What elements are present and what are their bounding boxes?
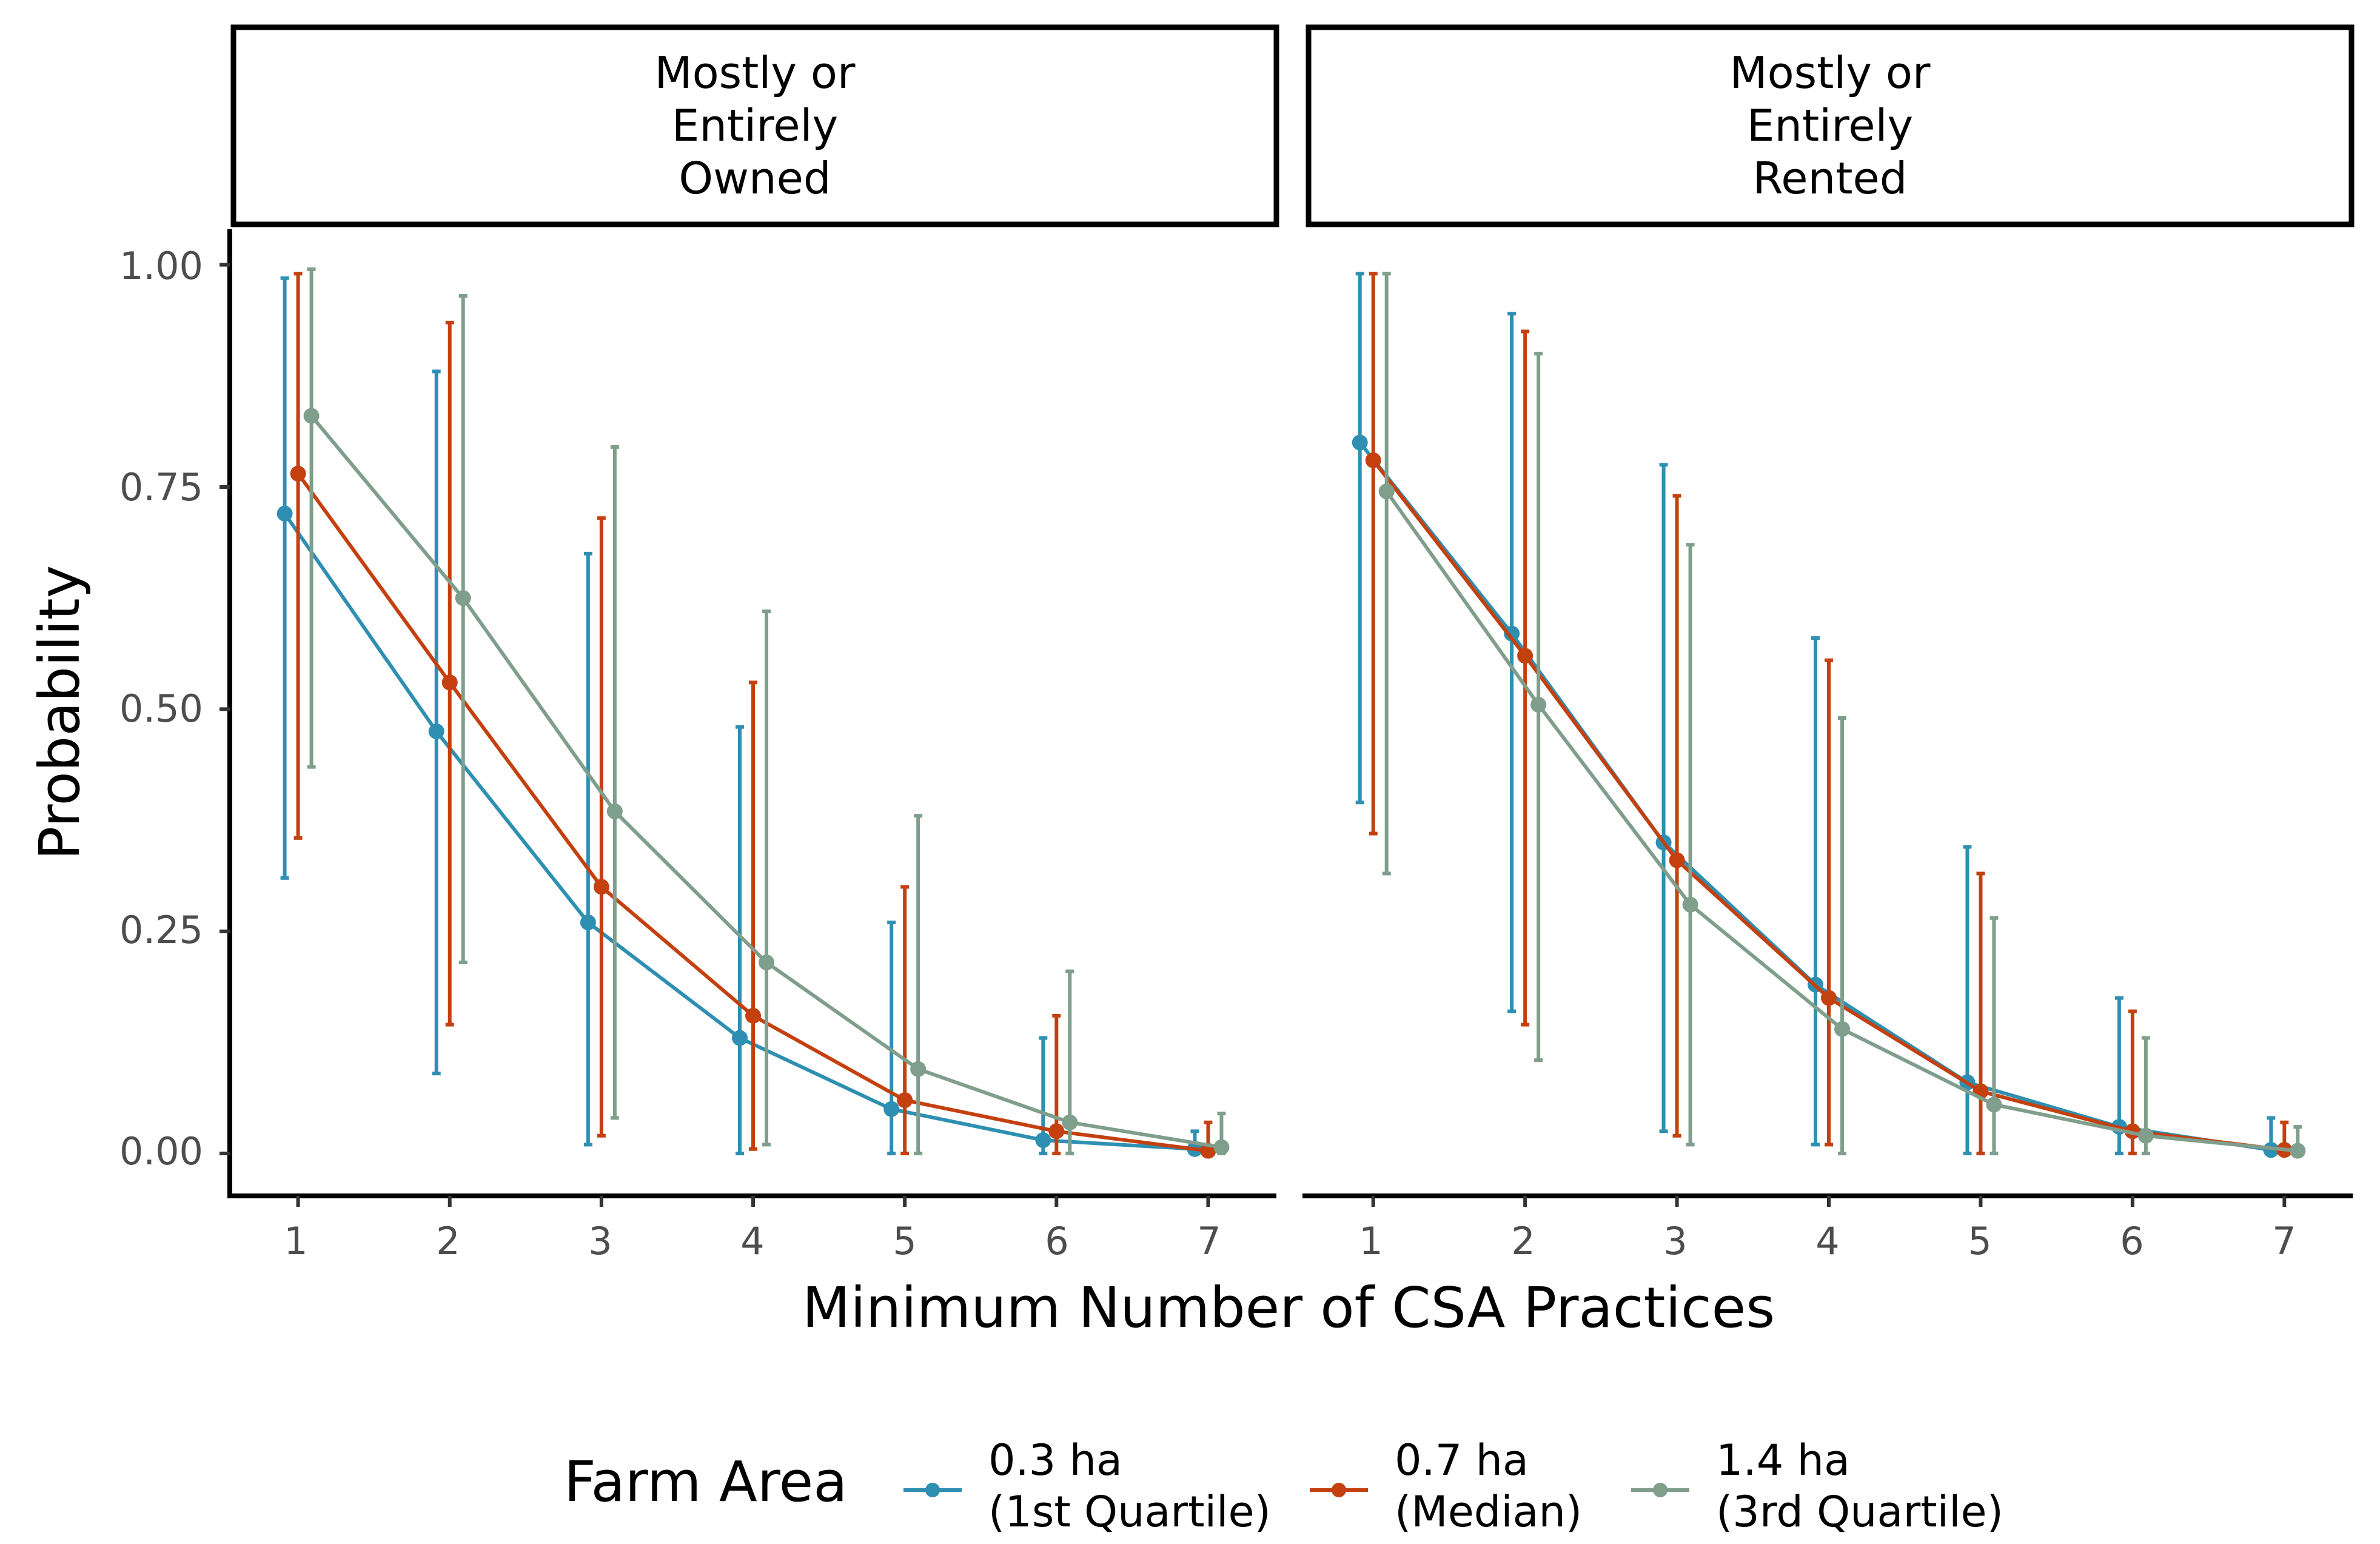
legend-key-point-2 — [1653, 1483, 1668, 1497]
strip-owned-line-1: Mostly or — [654, 47, 855, 98]
x-tick-label-owned-3: 3 — [588, 1219, 612, 1263]
x-tick-label-rented-1: 1 — [1359, 1219, 1383, 1263]
point-owned-s2-x6 — [1062, 1114, 1078, 1130]
point-rented-s2-x7 — [2290, 1143, 2306, 1159]
point-owned-s1-x6 — [1048, 1123, 1065, 1140]
point-owned-s1-x1 — [290, 465, 306, 482]
y-tick-label-050: 0.50 — [119, 686, 203, 731]
strip-owned-line-2: Entirely — [672, 100, 838, 151]
y-tick-label-000: 0.00 — [119, 1129, 203, 1173]
panel-owned: Mostly or Entirely Owned 1.00 0.75 0.50 … — [119, 24, 1279, 1263]
x-tick-label-rented-6: 6 — [2120, 1219, 2144, 1263]
point-owned-s2-x1 — [303, 408, 320, 424]
x-tick-label-owned-2: 2 — [436, 1219, 460, 1263]
point-owned-s0-x2 — [428, 723, 444, 739]
legend-label-2-line-2: (3rd Quartile) — [1716, 1487, 2003, 1537]
legend-label-1-line-1: 0.7 ha — [1395, 1435, 1529, 1485]
x-tick-label-owned-7: 7 — [1197, 1219, 1221, 1263]
x-tick-label-owned-1: 1 — [284, 1219, 307, 1263]
x-tick-label-owned-5: 5 — [893, 1219, 916, 1263]
point-rented-s2-x3 — [1682, 896, 1698, 913]
x-tick-label-owned-4: 4 — [740, 1219, 764, 1263]
legend-title: Farm Area — [564, 1449, 848, 1514]
legend-keys — [903, 1483, 1689, 1497]
y-tick-label-025: 0.25 — [119, 908, 203, 952]
strip-owned-line-3: Owned — [679, 153, 831, 204]
x-ticks-rented: 1 2 3 4 5 6 7 — [1359, 1196, 2296, 1263]
point-rented-s2-x1 — [1378, 483, 1395, 500]
point-owned-s2-x5 — [910, 1061, 927, 1077]
strip-rented-line-2: Entirely — [1747, 100, 1913, 151]
point-rented-s1-x2 — [1517, 648, 1534, 664]
y-ticks-owned: 1.00 0.75 0.50 0.25 0.00 — [119, 244, 230, 1173]
legend-label-0-line-2: (1st Quartile) — [988, 1487, 1271, 1537]
point-owned-s1-x3 — [593, 879, 609, 895]
point-rented-s2-x2 — [1530, 697, 1547, 713]
point-owned-s1-x5 — [897, 1092, 913, 1109]
point-owned-s0-x4 — [732, 1030, 748, 1046]
legend-label-2-line-1: 1.4 ha — [1716, 1435, 1850, 1485]
x-tick-label-rented-2: 2 — [1511, 1219, 1535, 1263]
point-rented-s2-x6 — [2137, 1127, 2154, 1144]
point-rented-s1-x3 — [1669, 852, 1685, 868]
x-axis-title: Minimum Number of CSA Practices — [802, 1275, 1775, 1340]
legend-key-point-1 — [1332, 1483, 1346, 1497]
strip-rented-box — [1306, 24, 2355, 227]
x-tick-label-rented-3: 3 — [1663, 1219, 1687, 1263]
point-owned-s0-x1 — [277, 505, 293, 522]
point-owned-s1-x2 — [441, 674, 458, 691]
point-rented-s2-x4 — [1834, 1021, 1850, 1037]
point-owned-s0-x6 — [1035, 1132, 1051, 1149]
x-ticks-owned: 1 2 3 4 5 6 7 — [284, 1196, 1221, 1263]
point-owned-s1-x4 — [745, 1007, 761, 1024]
point-owned-s2-x7 — [1213, 1139, 1230, 1155]
y-axis-title: Probability — [27, 565, 92, 860]
legend-label-1-line-2: (Median) — [1395, 1487, 1582, 1537]
point-rented-s2-x5 — [1986, 1096, 2002, 1113]
legend-key-point-0 — [925, 1483, 940, 1497]
y-tick-label-075: 0.75 — [119, 465, 203, 509]
marks-owned — [277, 267, 1230, 1159]
x-tick-label-rented-5: 5 — [1968, 1219, 1991, 1263]
point-rented-s1-x4 — [1821, 990, 1837, 1006]
legend: Farm Area 0.3 ha (1st Quartile) 0.7 ha (… — [564, 1435, 2003, 1537]
legend-label-0-line-1: 0.3 ha — [988, 1435, 1122, 1485]
marks-rented — [1352, 272, 2306, 1159]
point-owned-s2-x2 — [455, 590, 471, 606]
strip-rented-line-3: Rented — [1753, 153, 1908, 204]
point-rented-s0-x2 — [1504, 625, 1520, 642]
x-tick-label-rented-7: 7 — [2272, 1219, 2296, 1263]
point-owned-s0-x3 — [580, 915, 596, 931]
panel-rented: Mostly or Entirely Rented 1 2 3 4 5 6 7 — [1302, 24, 2355, 1263]
x-tick-label-owned-6: 6 — [1045, 1219, 1068, 1263]
strip-rented-line-1: Mostly or — [1729, 47, 1930, 98]
strip-owned-box — [230, 24, 1279, 227]
point-rented-s0-x1 — [1352, 434, 1368, 451]
point-owned-s2-x3 — [606, 803, 623, 819]
x-tick-label-rented-4: 4 — [1815, 1219, 1839, 1263]
y-tick-label-100: 1.00 — [119, 244, 203, 288]
point-rented-s1-x1 — [1365, 452, 1381, 469]
point-owned-s2-x4 — [759, 954, 774, 970]
point-owned-s0-x5 — [883, 1101, 900, 1117]
